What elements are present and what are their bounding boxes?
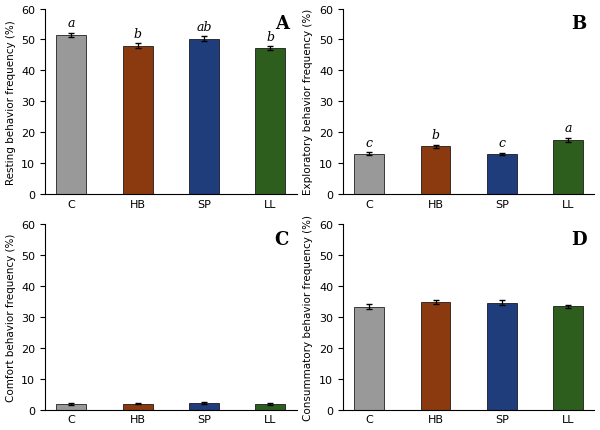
- Bar: [255, 49, 285, 195]
- Bar: [56, 36, 86, 195]
- Text: c: c: [366, 137, 373, 150]
- Y-axis label: Resting behavior frequency (%): Resting behavior frequency (%): [5, 20, 16, 184]
- Bar: [421, 147, 451, 195]
- Text: a: a: [68, 17, 75, 30]
- Bar: [421, 302, 451, 410]
- Bar: [189, 403, 219, 410]
- Bar: [189, 40, 219, 195]
- Text: C: C: [275, 230, 289, 248]
- Bar: [355, 307, 384, 410]
- Text: c: c: [499, 137, 505, 150]
- Bar: [122, 404, 152, 410]
- Text: D: D: [571, 230, 587, 248]
- Text: B: B: [572, 15, 587, 33]
- Text: b: b: [134, 28, 142, 41]
- Text: a: a: [565, 122, 572, 135]
- Bar: [553, 141, 583, 195]
- Bar: [255, 404, 285, 410]
- Bar: [487, 154, 517, 195]
- Bar: [487, 303, 517, 410]
- Bar: [56, 404, 86, 410]
- Bar: [122, 46, 152, 195]
- Y-axis label: Comfort behavior frequency (%): Comfort behavior frequency (%): [5, 233, 16, 401]
- Y-axis label: Exploratory behavior frequency (%): Exploratory behavior frequency (%): [304, 9, 313, 195]
- Bar: [553, 307, 583, 410]
- Y-axis label: Consummatory behavior frequency (%): Consummatory behavior frequency (%): [304, 214, 313, 420]
- Text: b: b: [431, 129, 440, 142]
- Text: A: A: [275, 15, 289, 33]
- Bar: [355, 154, 384, 195]
- Text: b: b: [266, 31, 274, 43]
- Text: ab: ab: [196, 21, 212, 34]
